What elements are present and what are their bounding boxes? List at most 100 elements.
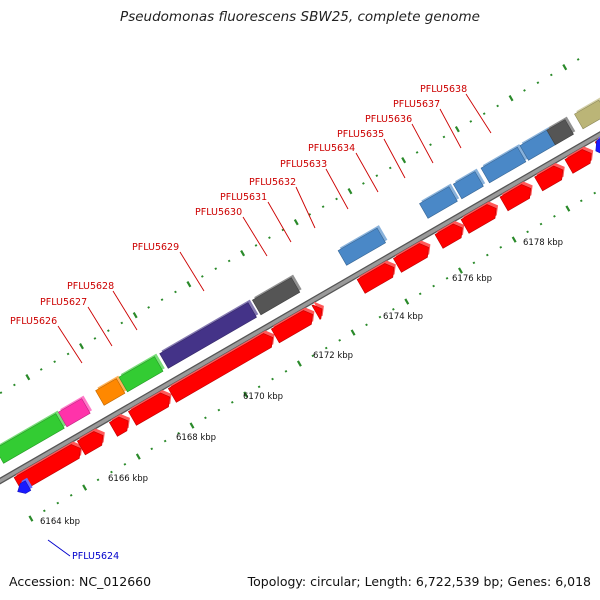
- kbp-label: 6164 kbp: [40, 517, 80, 527]
- outer-tick: [174, 290, 177, 294]
- label-leader-lines: [47, 93, 492, 557]
- leader-pflu5635: [383, 138, 406, 179]
- cds-10[interactable]: [434, 221, 465, 249]
- inner-tick: [42, 509, 46, 513]
- leader-pflu5634: [355, 152, 379, 193]
- gene-label-pflu5629: PFLU5629: [132, 242, 179, 253]
- kbp-labels: 6164 kbp 6166 kbp 6168 kbp 6170 kbp 6172 kbp…: [40, 238, 563, 527]
- cds-2[interactable]: [76, 428, 105, 456]
- gene-pflu5632[interactable]: [337, 225, 388, 266]
- inner-tick: [579, 199, 583, 203]
- gene-pflu5630[interactable]: [159, 299, 259, 369]
- kbp-label: 6174 kbp: [383, 312, 423, 322]
- gene-pflu5628[interactable]: [95, 375, 127, 406]
- cds-13[interactable]: [534, 163, 565, 192]
- cds-8[interactable]: [356, 260, 396, 294]
- outer-tick: [293, 219, 299, 226]
- gene-labels: PFLU5624 PFLU5626 PFLU5627 PFLU5628 PFLU5629…: [10, 84, 467, 562]
- accession-text: Accession: NC_012660: [9, 574, 152, 589]
- inner-tick: [324, 346, 328, 350]
- outer-tick: [0, 391, 3, 395]
- inner-tick: [123, 462, 127, 466]
- leader-pflu5629: [179, 251, 205, 292]
- inner-tick: [458, 267, 463, 274]
- kbp-label: 6170 kbp: [243, 392, 283, 402]
- gene-pflu5626[interactable]: [0, 410, 67, 464]
- cds-5[interactable]: [167, 330, 275, 403]
- outer-tick: [281, 228, 285, 232]
- cds-7[interactable]: [311, 302, 324, 320]
- gene-label-pflu5626: PFLU5626: [10, 316, 57, 327]
- gene-label-pflu5630: PFLU5630: [195, 207, 242, 218]
- outer-tick: [482, 112, 486, 116]
- inner-tick: [110, 470, 113, 474]
- outer-tick: [25, 374, 31, 381]
- leader-pflu5626: [57, 325, 83, 364]
- gene-pflu5631[interactable]: [251, 274, 302, 316]
- leader-pflu5627: [87, 306, 113, 347]
- outer-tick: [79, 343, 84, 350]
- gene-pflu5624[interactable]: [17, 477, 33, 494]
- gene-label-pflu5636: PFLU5636: [365, 114, 412, 125]
- outer-tick: [227, 259, 231, 263]
- inner-tick: [539, 222, 543, 226]
- inner-tick: [135, 453, 141, 460]
- gene-pflu5633[interactable]: [419, 183, 460, 219]
- inner-tick: [499, 245, 503, 249]
- outer-tick: [254, 244, 258, 247]
- outer-tick: [93, 337, 97, 340]
- gene-pflu5627[interactable]: [57, 395, 92, 428]
- leader-pflu5638: [465, 93, 492, 134]
- outer-tick: [335, 197, 338, 201]
- cds-12[interactable]: [499, 181, 533, 212]
- cds-3[interactable]: [108, 414, 130, 437]
- inner-tick: [230, 400, 234, 404]
- leader-pflu5636: [411, 123, 434, 164]
- outer-tick: [454, 126, 460, 133]
- gene-pflu5637[interactable]: [546, 116, 576, 146]
- map-title: Pseudomonas fluorescens SBW25, complete …: [120, 9, 480, 25]
- gene-label-pflu5634: PFLU5634: [308, 143, 355, 154]
- inner-tick: [338, 338, 342, 342]
- feature-track: [0, 97, 600, 494]
- outer-tick: [469, 120, 473, 123]
- outer-tick: [576, 58, 580, 61]
- cds-14[interactable]: [564, 146, 594, 174]
- outer-tick: [442, 135, 446, 139]
- leader-pflu5631: [267, 201, 292, 243]
- gene-pflu5638[interactable]: [574, 97, 600, 130]
- cds-11[interactable]: [460, 201, 498, 234]
- gene-label-pflu5624: PFLU5624: [72, 551, 119, 562]
- inner-tick: [82, 484, 88, 491]
- gene-pflu5634[interactable]: [452, 168, 486, 200]
- inner-tick: [189, 422, 195, 429]
- inner-tick: [565, 205, 571, 212]
- outer-tick-marks: [0, 58, 580, 395]
- inner-tick: [56, 501, 60, 505]
- cds-6[interactable]: [270, 307, 315, 344]
- inner-tick: [311, 354, 315, 358]
- inner-tick: [511, 236, 517, 243]
- gene-label-pflu5635: PFLU5635: [337, 129, 384, 140]
- gene-pflu5635[interactable]: [480, 144, 528, 184]
- outer-tick: [375, 174, 379, 178]
- inner-tick: [69, 493, 73, 497]
- outer-tick: [214, 267, 218, 271]
- outer-tick: [388, 166, 392, 170]
- outer-tick: [53, 360, 57, 364]
- cds-9[interactable]: [392, 240, 431, 273]
- outer-tick: [562, 64, 568, 71]
- inner-tick: [28, 515, 34, 522]
- kbp-label: 6176 kbp: [452, 274, 492, 284]
- outer-tick: [240, 250, 246, 257]
- kbp-label: 6166 kbp: [108, 474, 148, 484]
- inner-tick: [150, 447, 154, 451]
- cds-blue-right[interactable]: [595, 116, 600, 156]
- leader-pflu5628: [112, 290, 138, 331]
- genome-summary-text: Topology: circular; Length: 6,722,539 bp…: [247, 574, 591, 589]
- cds-4[interactable]: [127, 390, 172, 426]
- outer-tick: [39, 368, 43, 371]
- kbp-label: 6168 kbp: [176, 433, 216, 443]
- gene-pflu5629[interactable]: [118, 353, 165, 393]
- inner-tick: [96, 478, 100, 482]
